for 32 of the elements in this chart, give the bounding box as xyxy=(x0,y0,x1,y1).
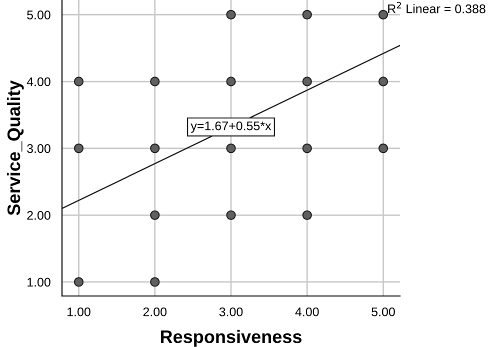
y-tick-label: 1.00 xyxy=(28,278,50,287)
point xyxy=(302,76,312,86)
point xyxy=(226,144,236,154)
point xyxy=(378,76,388,86)
point xyxy=(378,10,388,20)
x-axis-title: Responsiveness xyxy=(160,330,302,347)
y-tick-label: 2.00 xyxy=(27,210,50,220)
x-tick-label: 1.00 xyxy=(68,307,90,316)
point xyxy=(150,210,160,220)
point xyxy=(150,277,160,287)
point xyxy=(378,144,388,154)
x-tick-label: 4.00 xyxy=(295,307,319,316)
point xyxy=(74,144,84,154)
annotation: R$^{2}$ Linear = 0.388 xyxy=(388,2,486,14)
point xyxy=(150,76,160,86)
point xyxy=(74,277,84,287)
x-tick-label: 5.00 xyxy=(372,307,395,316)
point xyxy=(226,76,236,86)
annotation: y=1.67+0.55*x xyxy=(190,121,272,133)
y-tick-label: 5.00 xyxy=(27,10,50,20)
point xyxy=(302,10,312,20)
point xyxy=(302,144,312,154)
point xyxy=(74,76,84,86)
point xyxy=(302,210,312,220)
x-tick-label: 2.00 xyxy=(143,307,167,316)
point xyxy=(226,210,236,220)
x-tick-label: 3.00 xyxy=(219,307,243,316)
y-tick-label: 4.00 xyxy=(26,77,50,86)
y-axis-title: Service_Quality xyxy=(6,80,24,216)
point xyxy=(150,144,160,154)
point xyxy=(226,10,236,20)
y-tick-label: 3.00 xyxy=(27,144,50,153)
